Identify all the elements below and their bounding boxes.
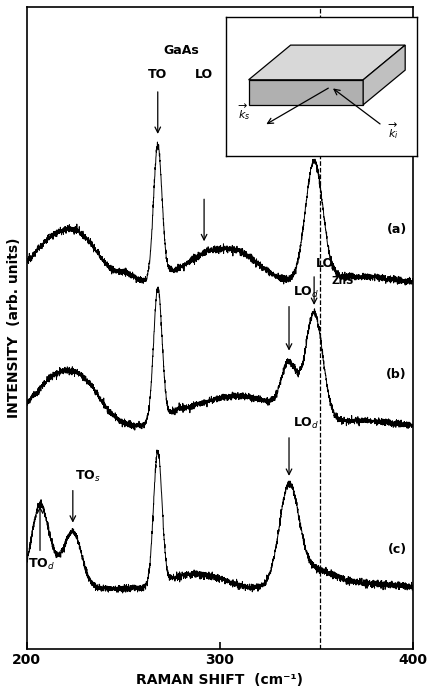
Polygon shape	[249, 45, 405, 80]
Text: (a): (a)	[387, 223, 407, 236]
Text: (c): (c)	[388, 543, 407, 556]
Text: ZnS: ZnS	[332, 276, 354, 286]
Text: LO$_d$: LO$_d$	[293, 416, 319, 431]
Text: LO: LO	[316, 257, 334, 270]
X-axis label: RAMAN SHIFT  (cm⁻¹): RAMAN SHIFT (cm⁻¹)	[136, 673, 303, 687]
Polygon shape	[363, 45, 405, 105]
Text: LO$_d$: LO$_d$	[293, 285, 319, 300]
Text: TO$_d$: TO$_d$	[29, 557, 55, 573]
Text: TO: TO	[148, 68, 168, 81]
Text: (b): (b)	[386, 368, 407, 381]
Y-axis label: INTENSITY  (arb. units): INTENSITY (arb. units)	[7, 237, 21, 418]
Text: LO: LO	[195, 68, 213, 81]
Text: $\overrightarrow{k}_s$: $\overrightarrow{k}_s$	[238, 102, 251, 121]
Text: $\overrightarrow{k}_i$: $\overrightarrow{k}_i$	[388, 121, 399, 141]
Text: GaAs: GaAs	[163, 44, 199, 58]
Polygon shape	[249, 80, 363, 105]
Text: TO$_s$: TO$_s$	[75, 468, 100, 484]
